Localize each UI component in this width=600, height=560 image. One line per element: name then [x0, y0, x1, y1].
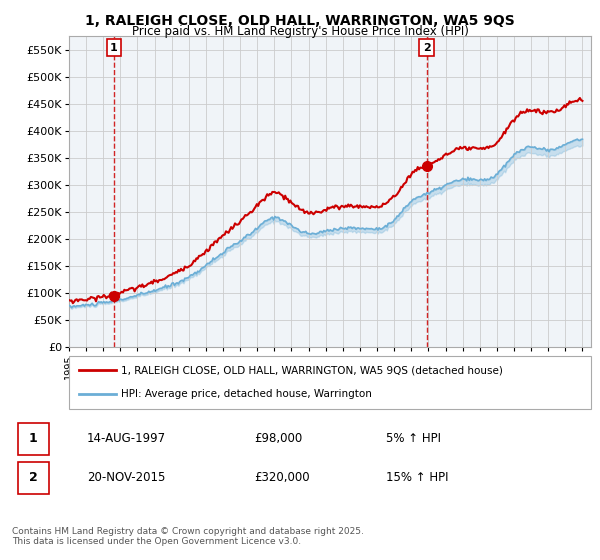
Text: £98,000: £98,000 [254, 432, 302, 445]
FancyBboxPatch shape [18, 463, 49, 493]
Text: 14-AUG-1997: 14-AUG-1997 [87, 432, 166, 445]
Text: 20-NOV-2015: 20-NOV-2015 [87, 472, 165, 484]
Text: Contains HM Land Registry data © Crown copyright and database right 2025.
This d: Contains HM Land Registry data © Crown c… [12, 526, 364, 546]
Text: HPI: Average price, detached house, Warrington: HPI: Average price, detached house, Warr… [121, 389, 372, 399]
Text: 2: 2 [29, 472, 38, 484]
Text: 15% ↑ HPI: 15% ↑ HPI [386, 472, 449, 484]
Text: £320,000: £320,000 [254, 472, 310, 484]
Text: 1, RALEIGH CLOSE, OLD HALL, WARRINGTON, WA5 9QS: 1, RALEIGH CLOSE, OLD HALL, WARRINGTON, … [85, 14, 515, 28]
FancyBboxPatch shape [69, 356, 591, 409]
Text: 1: 1 [110, 43, 118, 53]
Text: 5% ↑ HPI: 5% ↑ HPI [386, 432, 442, 445]
Text: Price paid vs. HM Land Registry's House Price Index (HPI): Price paid vs. HM Land Registry's House … [131, 25, 469, 38]
Text: 1: 1 [29, 432, 38, 445]
FancyBboxPatch shape [18, 423, 49, 455]
Text: 1, RALEIGH CLOSE, OLD HALL, WARRINGTON, WA5 9QS (detached house): 1, RALEIGH CLOSE, OLD HALL, WARRINGTON, … [121, 366, 503, 376]
Text: 2: 2 [423, 43, 431, 53]
